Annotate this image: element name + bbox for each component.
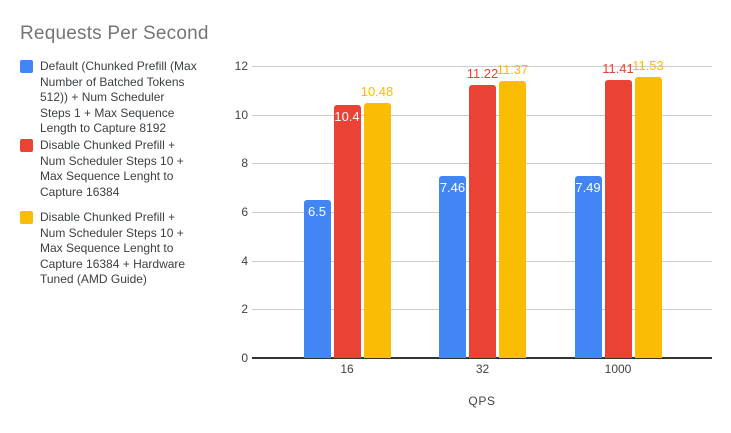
gridline (252, 66, 712, 67)
y-tick-label: 12 (234, 59, 248, 73)
legend-item-label: Default (Chunked Prefill (Max Number of … (40, 59, 197, 135)
bar-value-label: 10.4 (334, 108, 360, 124)
bar (469, 84, 496, 358)
x-axis-line (252, 357, 712, 359)
bar-value-label: 11.53 (632, 58, 664, 74)
legend-swatch-yellow (20, 211, 33, 224)
y-tick-label: 2 (241, 302, 248, 317)
chart-legend: Default (Chunked Prefill (Max Number of … (0, 0, 240, 433)
bar-value-label: 10.48 (360, 83, 394, 99)
bar (574, 175, 602, 358)
legend-item-label: Disable Chunked Prefill + Num Scheduler … (40, 138, 184, 199)
legend-swatch-red (20, 139, 33, 152)
x-axis-title: QPS (468, 394, 496, 408)
legend-item-hardware-tuned: Disable Chunked Prefill + Num Scheduler … (20, 210, 232, 288)
bar-value-label: 11.41 (602, 61, 634, 77)
legend-item-label: Disable Chunked Prefill + Num Scheduler … (40, 210, 186, 286)
bar-value-label: 7.49 (575, 179, 601, 195)
bar-value-label: 11.22 (466, 65, 499, 81)
legend-item-default-chunked-prefill: Default (Chunked Prefill (Max Number of … (20, 59, 232, 137)
bar (363, 102, 391, 358)
legend-item-disable-chunked-prefill: Disable Chunked Prefill + Num Scheduler … (20, 138, 232, 200)
bar (604, 80, 632, 358)
y-tick-label: 8 (241, 156, 248, 171)
bar (499, 81, 526, 358)
y-tick-label: 4 (241, 253, 248, 268)
x-tick-label: 1000 (604, 362, 632, 376)
bar-value-label: 6.5 (307, 203, 327, 219)
bar (303, 199, 331, 358)
x-tick-label: 32 (475, 362, 490, 376)
bar (439, 176, 466, 358)
bar (333, 104, 361, 358)
chart-title: Requests Per Second (20, 23, 209, 44)
x-tick-label: 16 (340, 362, 354, 376)
y-tick-label: 6 (241, 205, 248, 219)
legend-swatch-blue (20, 60, 33, 73)
y-tick-label: 0 (241, 351, 248, 365)
bar-value-label: 7.46 (439, 180, 466, 196)
bar (634, 77, 662, 358)
y-tick-label: 10 (234, 107, 248, 122)
bar-value-label: 11.37 (496, 62, 529, 78)
